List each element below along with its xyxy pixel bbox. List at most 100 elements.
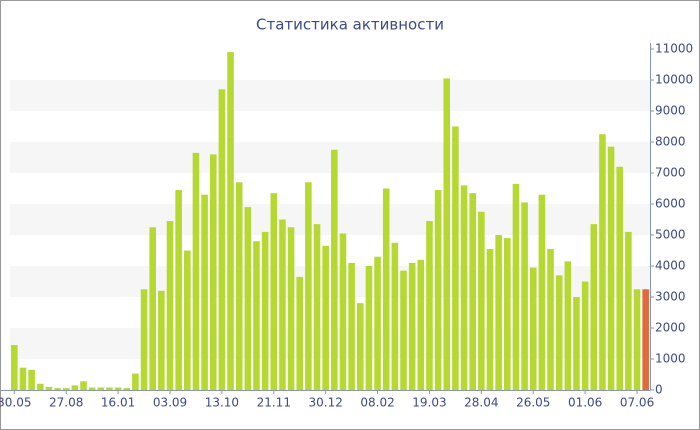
- bar: [322, 245, 329, 390]
- bar: [305, 182, 312, 390]
- bar: [192, 152, 200, 390]
- x-tick-label: 26.05: [516, 396, 550, 410]
- x-tick-label: 28.04: [464, 396, 498, 410]
- bar: [201, 194, 208, 390]
- bar: [114, 387, 122, 390]
- bar: [469, 193, 476, 390]
- bar: [287, 227, 295, 390]
- bar: [218, 89, 226, 391]
- bar: [365, 266, 373, 390]
- bar: [62, 388, 70, 390]
- bar: [391, 242, 399, 390]
- bar: [123, 388, 131, 390]
- bar: [599, 134, 606, 390]
- bar: [512, 183, 520, 390]
- bar: [426, 221, 433, 390]
- bar: [573, 297, 580, 390]
- y-tick-label: 4000: [655, 259, 686, 273]
- bar: [235, 182, 243, 390]
- bar: [19, 367, 27, 390]
- bar: [555, 275, 563, 390]
- bar: [80, 381, 87, 390]
- bar: [625, 231, 632, 390]
- x-tick-label: 19.03: [412, 396, 446, 410]
- x-tick-label: 30.12: [308, 396, 342, 410]
- x-tick-label: 27.08: [49, 396, 83, 410]
- bar: [434, 190, 442, 390]
- bar: [132, 373, 139, 390]
- bar: [36, 383, 44, 390]
- bar: [417, 259, 425, 390]
- grid-band: [10, 142, 650, 173]
- bar: [607, 146, 615, 390]
- bar: [244, 207, 252, 390]
- bar: [348, 262, 355, 390]
- bar: [400, 270, 407, 390]
- x-tick-label: 01.06: [568, 396, 602, 410]
- bar: [460, 185, 468, 390]
- bar: [529, 267, 537, 390]
- bar: [443, 78, 451, 390]
- x-tick-label: 21.11: [257, 396, 291, 410]
- y-tick-label: 11000: [655, 42, 693, 56]
- y-tick-label: 10000: [655, 73, 693, 87]
- bar: [374, 256, 381, 390]
- x-tick-label: 03.09: [153, 396, 187, 410]
- bar: [382, 188, 390, 390]
- y-tick-label: 0: [655, 383, 663, 397]
- bar: [408, 262, 416, 390]
- x-tick-label: 13.10: [205, 396, 239, 410]
- y-tick-label: 3000: [655, 290, 686, 304]
- y-tick-label: 1000: [655, 352, 686, 366]
- bar: [642, 289, 649, 390]
- bar: [486, 248, 494, 390]
- x-tick-label: 08.02: [360, 396, 394, 410]
- bar: [495, 235, 502, 390]
- bar: [504, 238, 511, 390]
- bar: [54, 388, 61, 390]
- x-tick-label: 16.01: [101, 396, 135, 410]
- x-tick-label: 30.05: [0, 396, 32, 410]
- bar: [356, 303, 364, 390]
- bar: [45, 386, 53, 390]
- bar: [175, 190, 182, 390]
- bar: [581, 281, 589, 390]
- bar: [521, 202, 528, 390]
- x-tick-label: 07.06: [620, 396, 654, 410]
- bar: [331, 149, 338, 390]
- bar: [209, 154, 217, 390]
- bar: [590, 224, 598, 390]
- bar: [279, 219, 286, 390]
- grid-band: [10, 80, 650, 111]
- bar: [564, 261, 572, 390]
- grid-band: [10, 328, 650, 359]
- bar: [166, 221, 174, 390]
- bar: [339, 233, 347, 390]
- bar: [547, 248, 554, 390]
- bar: [633, 289, 641, 390]
- bar: [478, 211, 485, 390]
- bar: [270, 193, 278, 390]
- bar: [184, 250, 191, 390]
- chart-title: Статистика активности: [256, 16, 444, 34]
- bar: [71, 385, 79, 390]
- grid-band: [10, 266, 650, 297]
- y-tick-label: 2000: [655, 321, 686, 335]
- y-tick-label: 6000: [655, 197, 686, 211]
- bar: [538, 194, 546, 390]
- bar: [261, 231, 269, 390]
- bar: [313, 224, 321, 390]
- bar: [452, 126, 459, 390]
- bar: [149, 227, 156, 390]
- grid-band: [10, 204, 650, 235]
- bar: [140, 289, 148, 390]
- bar: [97, 387, 105, 390]
- bar: [106, 387, 113, 390]
- bar: [28, 369, 35, 390]
- bar: [11, 345, 18, 390]
- bar: [88, 387, 96, 390]
- y-tick-label: 7000: [655, 166, 686, 180]
- y-tick-label: 8000: [655, 135, 686, 149]
- y-tick-label: 5000: [655, 228, 686, 242]
